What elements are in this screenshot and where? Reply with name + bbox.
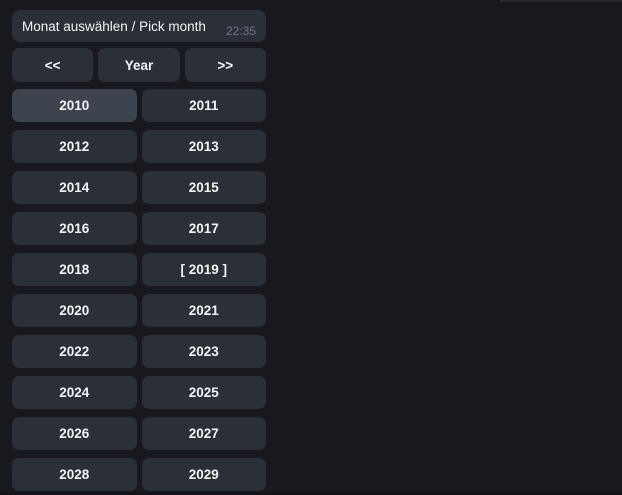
- year-button-2027[interactable]: 2027: [141, 417, 266, 450]
- year-button-2015[interactable]: 2015: [141, 171, 266, 204]
- message-title: Monat auswählen / Pick month: [22, 18, 206, 34]
- year-pager-row: << Year >>: [12, 48, 266, 82]
- bot-message-bubble: Monat auswählen / Pick month 22:35: [12, 10, 266, 42]
- year-button-2021[interactable]: 2021: [141, 294, 266, 327]
- next-years-button[interactable]: >>: [184, 48, 266, 82]
- year-button-2013[interactable]: 2013: [141, 130, 266, 163]
- message-timestamp: 22:35: [225, 24, 256, 38]
- year-button-2014[interactable]: 2014: [12, 171, 137, 204]
- bot-message-group: Monat auswählen / Pick month 22:35 << Ye…: [12, 10, 266, 491]
- year-button-2011[interactable]: 2011: [141, 89, 266, 122]
- year-mode-button[interactable]: Year: [98, 48, 180, 82]
- year-button-2028[interactable]: 2028: [12, 458, 137, 491]
- year-button-2016[interactable]: 2016: [12, 212, 137, 245]
- year-button-2029[interactable]: 2029: [141, 458, 266, 491]
- year-button-2020[interactable]: 2020: [12, 294, 137, 327]
- year-button-2012[interactable]: 2012: [12, 130, 137, 163]
- previous-message-edge: [500, 0, 622, 2]
- year-button-2017[interactable]: 2017: [141, 212, 266, 245]
- year-button-2025[interactable]: 2025: [141, 376, 266, 409]
- year-button-2018[interactable]: 2018: [12, 253, 137, 286]
- prev-years-button[interactable]: <<: [12, 48, 94, 82]
- year-button-2023[interactable]: 2023: [141, 335, 266, 368]
- year-button-2019-selected[interactable]: [ 2019 ]: [141, 253, 266, 286]
- year-button-2026[interactable]: 2026: [12, 417, 137, 450]
- year-button-2024[interactable]: 2024: [12, 376, 137, 409]
- year-button-2010[interactable]: 2010: [12, 89, 137, 122]
- year-grid: 2010 2011 2012 2013 2014 2015 2016 2017 …: [12, 89, 266, 491]
- year-button-2022[interactable]: 2022: [12, 335, 137, 368]
- bottom-edge: [0, 492, 622, 495]
